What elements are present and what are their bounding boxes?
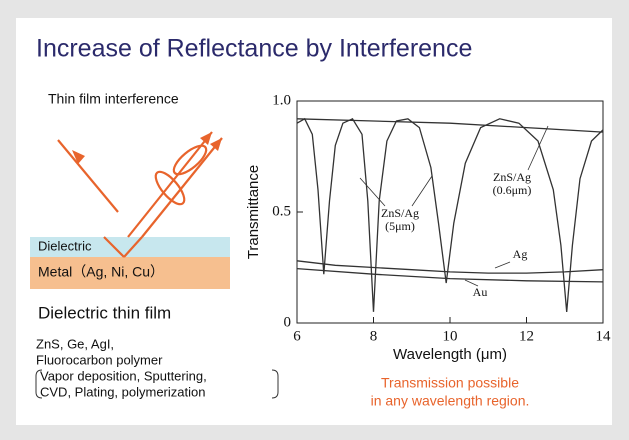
section-heading: Dielectric thin film — [38, 303, 171, 322]
series-label: Ag — [513, 247, 528, 261]
layer-label: Dielectric — [38, 238, 92, 253]
material: Fluorocarbon polymer — [36, 352, 163, 367]
slide-title: Increase of Reflectance by Interference — [36, 35, 472, 63]
note: in any wavelength region. — [371, 393, 530, 409]
layer-label: Metal（Ag, Ni, Cu） — [38, 264, 164, 280]
method: CVD, Plating, polymerization — [40, 384, 205, 399]
y-tick-label: 0 — [284, 314, 292, 330]
x-axis-label: Wavelength (μm) — [393, 346, 507, 363]
method: Vapor deposition, Sputtering, — [40, 368, 207, 383]
series-label: ZnS/Ag — [493, 170, 531, 184]
slide: Increase of Reflectance by Interference … — [0, 0, 629, 440]
note: Transmission possible — [381, 375, 519, 391]
x-tick-label: 10 — [443, 328, 458, 344]
x-tick-label: 8 — [370, 328, 378, 344]
x-tick-label: 12 — [519, 328, 534, 344]
series-label-detail: (0.6μm) — [493, 183, 532, 197]
x-tick-label: 14 — [596, 328, 612, 344]
diagram-caption: Thin film interference — [48, 91, 179, 107]
y-axis-label: Transmittance — [245, 165, 262, 259]
series-label: ZnS/Ag — [381, 206, 419, 220]
y-tick-label: 1.0 — [272, 92, 291, 108]
series-label-detail: (5μm) — [385, 219, 415, 233]
x-tick-label: 6 — [293, 328, 301, 344]
y-tick-label: 0.5 — [272, 203, 291, 219]
material: ZnS, Ge, AgI, — [36, 336, 114, 351]
series-label: Au — [473, 285, 488, 299]
